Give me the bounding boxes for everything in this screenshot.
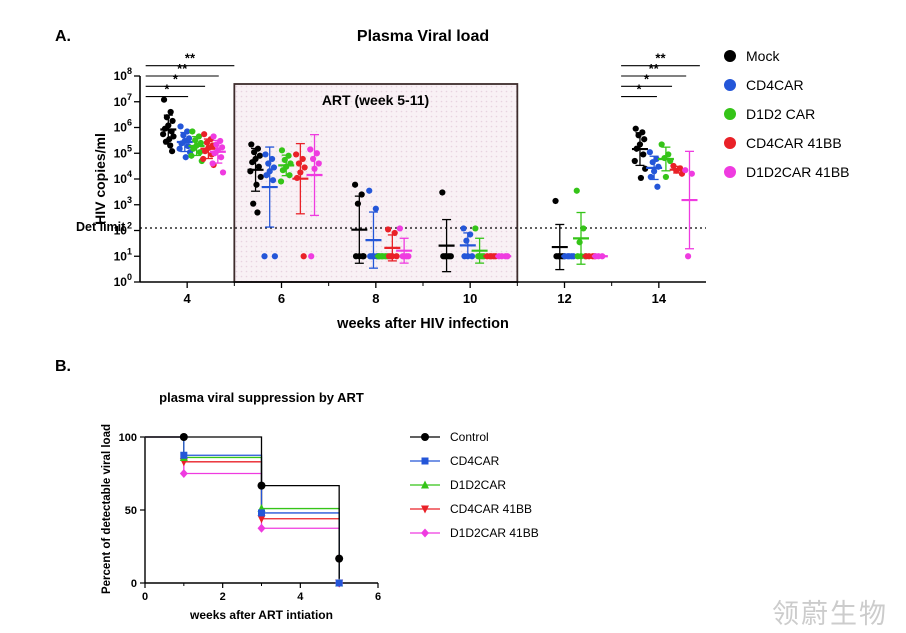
legend-label: CD4CAR bbox=[450, 454, 500, 468]
svg-text:**: ** bbox=[185, 51, 196, 66]
legend-label: CD4CAR bbox=[746, 77, 804, 93]
panel-a-legend: Mock CD4CAR D1D2 CAR CD4CAR 41BB D1D2CAR 41B… bbox=[724, 48, 850, 180]
panel-b-y-axis-label: Percent of detectable viral load bbox=[101, 424, 113, 595]
panel-b-legend: Control CD4CAR D1D2CAR CD4CAR 41BB D1D2CAR 4… bbox=[408, 430, 539, 540]
step-line-control bbox=[145, 436, 340, 583]
det-limit-label: Det limit bbox=[76, 220, 126, 234]
svg-text:101: 101 bbox=[114, 246, 132, 263]
legend-label: D1D2CAR bbox=[450, 478, 507, 492]
control-line-marker-icon bbox=[410, 433, 440, 441]
legend-label: D1D2CAR 41BB bbox=[450, 526, 539, 540]
step-line-cd4car-41bb bbox=[145, 436, 340, 583]
d1d2car-41bb-dot-icon bbox=[724, 166, 736, 178]
watermark: 领蔚生物 bbox=[772, 599, 888, 629]
panel-b-legend-item-cd4car: CD4CAR bbox=[408, 454, 539, 468]
panel-b-plot: 0 2 4 6 0 50 100 bbox=[119, 432, 381, 603]
svg-text:107: 107 bbox=[114, 92, 132, 109]
d1d2car-line-marker-icon bbox=[410, 480, 440, 489]
svg-text:**: ** bbox=[655, 51, 666, 66]
art-window-label: ART (week 5-11) bbox=[321, 92, 430, 108]
legend-label: D1D2 CAR bbox=[746, 106, 816, 122]
series-cd4car-41bb bbox=[200, 131, 686, 262]
panel-b-legend-item-d1d2car-41bb: D1D2CAR 41BB bbox=[408, 526, 539, 540]
panel-b-legend-item-d1d2car: D1D2CAR bbox=[408, 478, 539, 492]
svg-text:105: 105 bbox=[114, 143, 132, 160]
d1d2-car-dot-icon bbox=[724, 108, 736, 120]
panel-a-legend-item-d1d2car-41bb: D1D2CAR 41BB bbox=[724, 164, 850, 180]
panel-b-x-axis-label: weeks after ART intiation bbox=[190, 608, 333, 622]
panel-b-legend-item-cd4car-41bb: CD4CAR 41BB bbox=[408, 502, 539, 516]
d1d2car-41bb-line-marker-icon bbox=[410, 528, 440, 538]
svg-text:12: 12 bbox=[557, 291, 571, 306]
significance-brackets: ************ bbox=[145, 51, 700, 98]
panel-b-title: plasma viral suppression by ART bbox=[159, 390, 364, 405]
cd4car-line-marker-icon bbox=[410, 457, 440, 465]
panel-a-y-axis-label: HIV copies/ml bbox=[92, 133, 108, 225]
svg-text:*: * bbox=[644, 71, 650, 86]
legend-label: Control bbox=[450, 430, 489, 444]
panel-a-label: A. bbox=[55, 28, 71, 45]
legend-label: Mock bbox=[746, 48, 780, 64]
panel-b-label: B. bbox=[55, 358, 71, 375]
cd4car-dot-icon bbox=[724, 79, 736, 91]
panel-a-legend-item-cd4car-41bb: CD4CAR 41BB bbox=[724, 135, 850, 151]
svg-text:0: 0 bbox=[142, 591, 148, 603]
svg-text:6: 6 bbox=[278, 291, 285, 306]
svg-text:**: ** bbox=[649, 61, 660, 76]
svg-text:4: 4 bbox=[297, 591, 304, 603]
panel-a-legend-item-mock: Mock bbox=[724, 48, 850, 64]
series-cd4car bbox=[176, 123, 663, 269]
svg-text:103: 103 bbox=[114, 195, 132, 212]
step-line-cd4car bbox=[145, 436, 340, 583]
svg-text:100: 100 bbox=[114, 272, 132, 289]
legend-label: CD4CAR 41BB bbox=[746, 135, 842, 151]
legend-label: D1D2CAR 41BB bbox=[746, 164, 850, 180]
panel-a-legend-item-cd4car: CD4CAR bbox=[724, 77, 850, 93]
svg-text:*: * bbox=[164, 82, 170, 97]
mock-dot-icon bbox=[724, 50, 736, 62]
panel-a-title: Plasma Viral load bbox=[356, 28, 490, 45]
svg-text:10: 10 bbox=[463, 291, 477, 306]
step-line-d1d2car bbox=[145, 436, 340, 583]
svg-text:108: 108 bbox=[114, 66, 132, 83]
cd4car-41bb-line-marker-icon bbox=[410, 505, 440, 514]
svg-text:4: 4 bbox=[184, 291, 192, 306]
series-mock bbox=[160, 96, 649, 273]
svg-text:50: 50 bbox=[125, 505, 137, 517]
svg-text:104: 104 bbox=[114, 169, 132, 186]
svg-text:**: ** bbox=[177, 61, 188, 76]
series-d1d2car-41bb bbox=[209, 133, 698, 264]
svg-text:6: 6 bbox=[375, 591, 381, 603]
svg-text:106: 106 bbox=[114, 118, 132, 135]
cd4car-41bb-dot-icon bbox=[724, 137, 736, 149]
svg-text:100: 100 bbox=[119, 432, 137, 444]
panel-a-x-axis-label: weeks after HIV infection bbox=[337, 316, 509, 332]
art-window-box bbox=[233, 83, 519, 283]
step-line-d1d2car-41bb bbox=[145, 436, 340, 583]
svg-text:2: 2 bbox=[220, 591, 226, 603]
svg-text:*: * bbox=[173, 71, 179, 86]
svg-text:*: * bbox=[636, 82, 642, 97]
svg-text:14: 14 bbox=[652, 291, 667, 306]
svg-text:0: 0 bbox=[131, 578, 137, 590]
legend-label: CD4CAR 41BB bbox=[450, 502, 533, 516]
panel-a-legend-item-d1d2-car: D1D2 CAR bbox=[724, 106, 850, 122]
svg-text:8: 8 bbox=[372, 291, 379, 306]
panel-b-legend-item-control: Control bbox=[408, 430, 539, 444]
